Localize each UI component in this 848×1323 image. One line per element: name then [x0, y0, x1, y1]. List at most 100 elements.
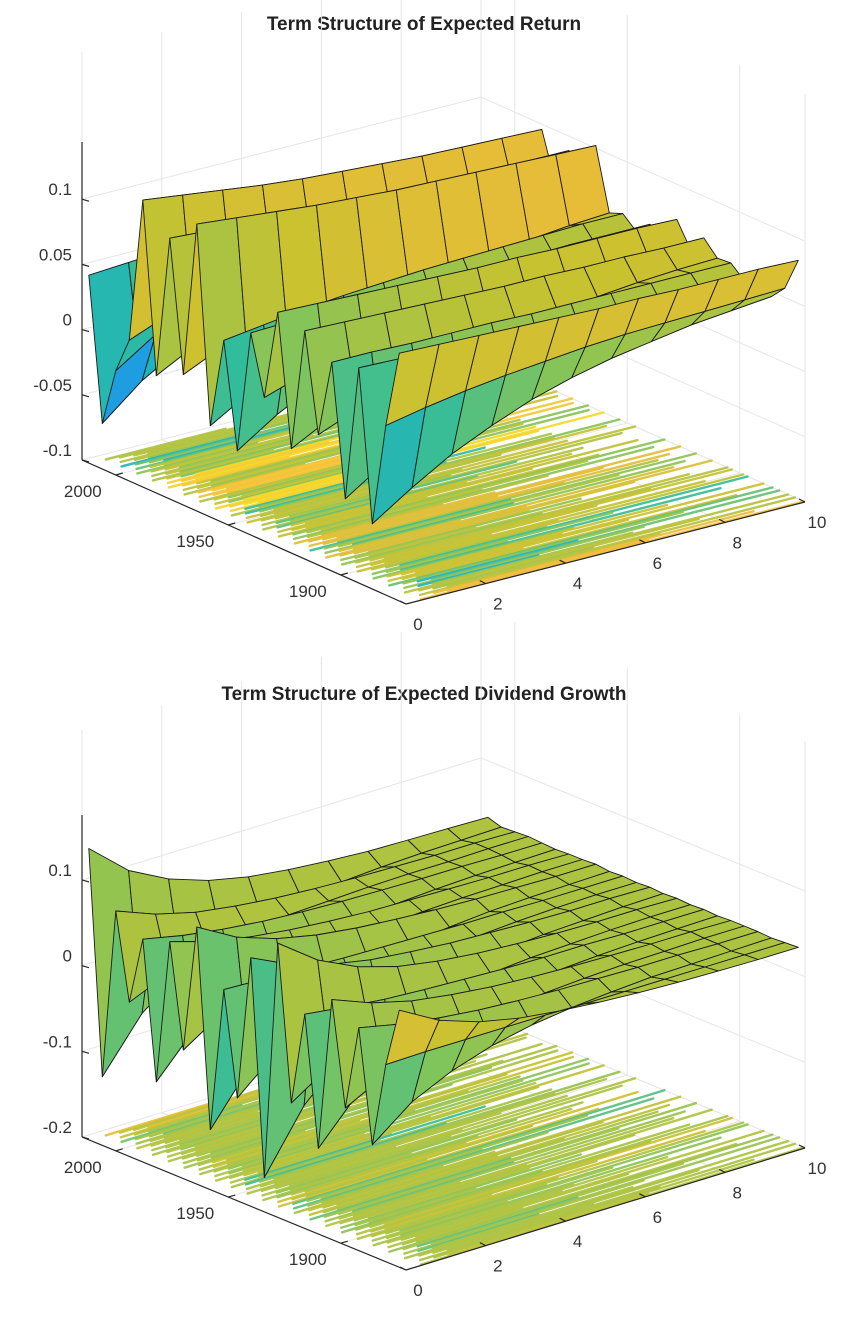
- projection-trace: [385, 1200, 508, 1240]
- projection-trace: [430, 489, 781, 581]
- x-axis-line: [405, 1147, 806, 1271]
- projection-trace: [258, 1139, 381, 1179]
- y-tick-label: 2000: [64, 482, 102, 501]
- x-tick-mark: [798, 1144, 806, 1149]
- projection-trace: [400, 532, 563, 576]
- projection-trace: [355, 1114, 729, 1231]
- projection-trace: [320, 488, 483, 532]
- projection-trace: [289, 1135, 452, 1187]
- projection-trace: [229, 1132, 392, 1184]
- z-tick-label: 0.1: [48, 180, 72, 199]
- projection-trace: [353, 480, 636, 555]
- projection-trace: [292, 1089, 666, 1205]
- projection-trace: [416, 1196, 579, 1248]
- projection-trace: [273, 1092, 555, 1181]
- x-tick-mark: [639, 539, 646, 544]
- x-tick-label: 8: [732, 1183, 741, 1202]
- z-tick-mark: [81, 198, 90, 202]
- z-tick-label: -0.2: [43, 1118, 72, 1137]
- z-tick-mark: [81, 965, 90, 969]
- projection-trace: [324, 1110, 686, 1223]
- z-tick-mark: [81, 879, 90, 883]
- projection-trace: [339, 459, 713, 557]
- projection-trace: [446, 1142, 797, 1252]
- projection-trace: [383, 468, 734, 560]
- projection-trace: [307, 474, 549, 539]
- surface-ribbon: [371, 937, 786, 1146]
- axes: 0 2 4 6 8 10 1900 1950 2000 -0.1 -0.05 0 0.05 0.1: [33, 142, 826, 634]
- projection-trace: [356, 519, 559, 573]
- projection-trace: [307, 445, 682, 543]
- surface: [88, 128, 799, 525]
- projection-trace: [340, 512, 543, 566]
- projection-trace: [210, 1066, 492, 1155]
- projection-trace: [339, 1108, 713, 1225]
- projection-trace: [309, 1157, 512, 1221]
- projection-trace: [432, 546, 595, 590]
- projection-trace: [418, 1185, 661, 1262]
- projection-trace: [385, 540, 508, 574]
- projection-trace: [321, 502, 444, 536]
- projection-trace: [430, 1136, 781, 1245]
- projection-trace: [403, 1179, 645, 1255]
- x-tick-label: 6: [653, 1208, 662, 1227]
- projection-trace: [227, 1057, 590, 1170]
- y-tick-mark: [340, 572, 348, 576]
- projection-trace: [383, 1116, 734, 1226]
- projection-trace: [320, 1148, 483, 1200]
- x-tick-mark: [718, 518, 726, 523]
- projection-trace: [340, 497, 582, 562]
- z-tick-mark: [81, 1136, 90, 1140]
- projection-trace: [257, 1085, 540, 1174]
- projection-trace: [289, 1152, 412, 1192]
- projection-trace: [353, 1133, 636, 1222]
- projection-trace: [355, 466, 729, 564]
- projection-trace: [401, 547, 524, 581]
- projection-trace: [368, 1123, 691, 1224]
- x-tick-label: 8: [732, 533, 741, 552]
- x-axis-line: [405, 501, 806, 605]
- z-tick-mark: [81, 394, 90, 398]
- projection-trace: [151, 448, 274, 482]
- y-tick-label: 2000: [64, 1158, 102, 1177]
- projection-trace: [355, 504, 598, 569]
- x-tick-label: 6: [653, 554, 662, 573]
- y-tick-label: 1900: [289, 1250, 327, 1269]
- chart-title: Term Structure of Expected Dividend Grow…: [221, 684, 626, 705]
- z-tick-label: 0.1: [48, 861, 72, 880]
- surface-ribbon: [385, 942, 799, 1066]
- z-tick-label: -0.05: [33, 376, 72, 395]
- projection-trace: [433, 1158, 755, 1259]
- projection-trace: [151, 433, 314, 478]
- projection-trace: [356, 1176, 559, 1240]
- projection-trace: [292, 438, 666, 536]
- y-tick-label: 1900: [289, 582, 327, 601]
- x-tick-label: 10: [808, 1159, 827, 1178]
- projection-trace: [337, 473, 620, 548]
- projection-trace: [367, 509, 530, 553]
- projection-trace: [198, 454, 361, 499]
- x-tick-label: 2: [493, 1257, 502, 1276]
- projection-trace: [290, 1107, 573, 1196]
- projection-trace: [368, 472, 691, 557]
- surface: [88, 816, 799, 1178]
- projection-trace: [371, 511, 614, 576]
- projection-trace: [402, 1162, 685, 1251]
- projection-trace: [277, 453, 600, 538]
- projection-trace: [370, 533, 493, 567]
- projection-trace: [400, 1189, 563, 1241]
- projection-trace: [305, 1158, 428, 1198]
- projection-trace: [322, 466, 604, 541]
- projection-trace: [305, 495, 428, 529]
- x-tick-label: 0: [413, 615, 422, 634]
- projection-trace: [164, 417, 367, 471]
- projection-trace: [291, 1124, 534, 1201]
- z-tick-mark: [81, 459, 90, 463]
- projection-trace: [325, 505, 528, 559]
- y-tick-mark: [115, 1148, 123, 1152]
- projection-trace: [417, 1213, 540, 1253]
- x-tick-mark: [559, 559, 566, 564]
- projection-trace: [136, 1110, 259, 1150]
- projection-trace: [308, 1103, 671, 1217]
- projection-trace: [385, 1183, 548, 1235]
